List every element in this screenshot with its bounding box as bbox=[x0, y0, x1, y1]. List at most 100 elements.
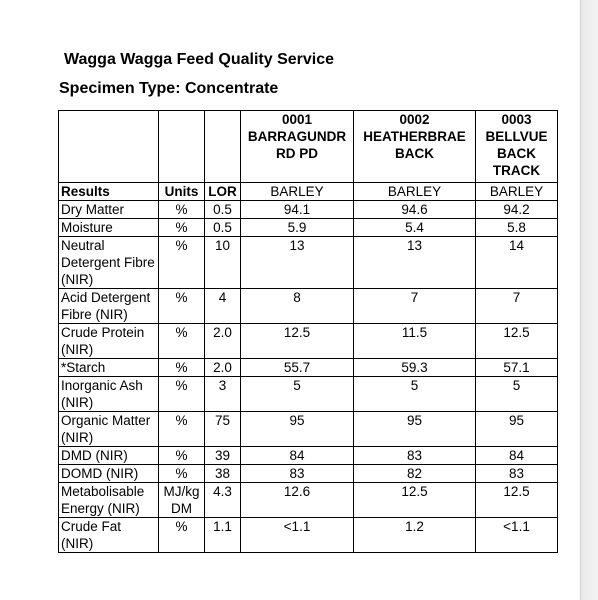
result-value: 12.5 bbox=[353, 482, 476, 518]
result-value: 83 bbox=[240, 464, 354, 483]
result-lor: 4.3 bbox=[204, 482, 241, 518]
result-value: 8 bbox=[240, 288, 354, 324]
result-value: 83 bbox=[353, 446, 476, 465]
result-lor: 10 bbox=[204, 236, 241, 289]
result-units: % bbox=[158, 446, 205, 465]
result-value: 5.9 bbox=[240, 218, 354, 237]
table-row: Crude Fat (NIR) % 1.1 <1.1 1.2 <1.1 bbox=[58, 517, 558, 553]
result-value: 11.5 bbox=[353, 323, 476, 359]
result-value: 82 bbox=[353, 464, 476, 483]
result-value: <1.1 bbox=[475, 517, 558, 553]
result-value: 5.8 bbox=[475, 218, 558, 237]
column-header-row: Results Units LOR BARLEY BARLEY BARLEY bbox=[58, 182, 558, 201]
result-value: 84 bbox=[475, 446, 558, 465]
result-lor: 39 bbox=[204, 446, 241, 465]
result-label: DOMD (NIR) bbox=[58, 464, 159, 483]
lor-column-header: LOR bbox=[204, 182, 241, 201]
result-lor: 3 bbox=[204, 376, 241, 412]
report-title: Wagga Wagga Feed Quality Service bbox=[64, 51, 334, 68]
result-units: % bbox=[158, 323, 205, 359]
result-units: % bbox=[158, 288, 205, 324]
sample-name: BARRAGUNDR bbox=[247, 129, 347, 144]
result-value: 94.1 bbox=[240, 200, 354, 219]
result-lor: 2.0 bbox=[204, 358, 241, 377]
table-row: *Starch % 2.0 55.7 59.3 57.1 bbox=[58, 358, 558, 377]
result-value: 7 bbox=[353, 288, 476, 324]
result-lor: 1.1 bbox=[204, 517, 241, 553]
result-label: Crude Protein (NIR) bbox=[58, 323, 159, 359]
result-units: % bbox=[158, 236, 205, 289]
result-value: 5 bbox=[240, 376, 354, 412]
table-row: Crude Protein (NIR) % 2.0 12.5 11.5 12.5 bbox=[58, 323, 558, 359]
table-row: Inorganic Ash (NIR) % 3 5 5 5 bbox=[58, 376, 558, 412]
result-lor: 38 bbox=[204, 464, 241, 483]
result-value: 14 bbox=[475, 236, 558, 289]
result-label: DMD (NIR) bbox=[58, 446, 159, 465]
result-value: 95 bbox=[240, 411, 354, 447]
table-row: Acid Detergent Fibre (NIR) % 4 8 7 7 bbox=[58, 288, 558, 324]
sample-header-row: 0001 BARRAGUNDR RD PD 0002 HEATHERBRAE B… bbox=[58, 110, 558, 183]
result-value: 13 bbox=[353, 236, 476, 289]
sample-name: TRACK bbox=[492, 163, 541, 178]
result-value: 13 bbox=[240, 236, 354, 289]
result-units: % bbox=[158, 517, 205, 553]
result-units: % bbox=[158, 411, 205, 447]
result-label: Inorganic Ash (NIR) bbox=[58, 376, 159, 412]
result-value: 12.6 bbox=[240, 482, 354, 518]
result-value: 84 bbox=[240, 446, 354, 465]
result-value: 55.7 bbox=[240, 358, 354, 377]
result-units: MJ/kg DM bbox=[158, 482, 205, 518]
page-edge bbox=[580, 0, 598, 600]
result-units: % bbox=[158, 200, 205, 219]
result-label: *Starch bbox=[58, 358, 159, 377]
result-value: 95 bbox=[475, 411, 558, 447]
result-units: % bbox=[158, 218, 205, 237]
sample-header: 0002 HEATHERBRAE BACK bbox=[353, 110, 476, 183]
result-lor: 2.0 bbox=[204, 323, 241, 359]
result-units: % bbox=[158, 464, 205, 483]
results-table: 0001 BARRAGUNDR RD PD 0002 HEATHERBRAE B… bbox=[58, 110, 558, 553]
result-value: 7 bbox=[475, 288, 558, 324]
table-row: DOMD (NIR) % 38 83 82 83 bbox=[58, 464, 558, 483]
result-value: 12.5 bbox=[475, 323, 558, 359]
sample-name: BACK bbox=[395, 146, 434, 161]
result-label: Moisture bbox=[58, 218, 159, 237]
sample-name: RD PD bbox=[275, 146, 318, 161]
result-value: 12.5 bbox=[475, 482, 558, 518]
blank-header-cell bbox=[158, 110, 205, 183]
table-row: Moisture % 0.5 5.9 5.4 5.8 bbox=[58, 218, 558, 237]
result-label: Neutral Detergent Fibre (NIR) bbox=[58, 236, 159, 289]
sample-id: 0002 bbox=[399, 112, 430, 127]
result-value: 5 bbox=[353, 376, 476, 412]
result-label: Acid Detergent Fibre (NIR) bbox=[58, 288, 159, 324]
specimen-type: Specimen Type: Concentrate bbox=[59, 80, 279, 97]
result-value: 57.1 bbox=[475, 358, 558, 377]
result-value: 94.2 bbox=[475, 200, 558, 219]
result-value: 95 bbox=[353, 411, 476, 447]
result-units: % bbox=[158, 358, 205, 377]
table-row: Organic Matter (NIR) % 75 95 95 95 bbox=[58, 411, 558, 447]
result-lor: 4 bbox=[204, 288, 241, 324]
feed-type: BARLEY bbox=[475, 182, 558, 201]
table-row: Dry Matter % 0.5 94.1 94.6 94.2 bbox=[58, 200, 558, 219]
sample-id: 0001 bbox=[281, 112, 313, 127]
results-column-header: Results bbox=[58, 182, 159, 201]
feed-type: BARLEY bbox=[240, 182, 354, 201]
result-value: 94.6 bbox=[353, 200, 476, 219]
table-row: Neutral Detergent Fibre (NIR) % 10 13 13… bbox=[58, 236, 558, 289]
result-label: Metabolisable Energy (NIR) bbox=[58, 482, 159, 518]
sample-header: 0001 BARRAGUNDR RD PD bbox=[240, 110, 354, 183]
blank-header-cell bbox=[58, 110, 159, 183]
result-label: Crude Fat (NIR) bbox=[58, 517, 159, 553]
blank-header-cell bbox=[204, 110, 241, 183]
units-column-header: Units bbox=[158, 182, 205, 201]
result-lor: 75 bbox=[204, 411, 241, 447]
sample-name: BELLVUE bbox=[485, 129, 548, 144]
result-label: Dry Matter bbox=[58, 200, 159, 219]
result-lor: 0.5 bbox=[204, 200, 241, 219]
result-value: 1.2 bbox=[353, 517, 476, 553]
sample-name: HEATHERBRAE bbox=[363, 129, 466, 144]
result-value: 5.4 bbox=[353, 218, 476, 237]
result-value: 83 bbox=[475, 464, 558, 483]
result-label: Organic Matter (NIR) bbox=[58, 411, 159, 447]
